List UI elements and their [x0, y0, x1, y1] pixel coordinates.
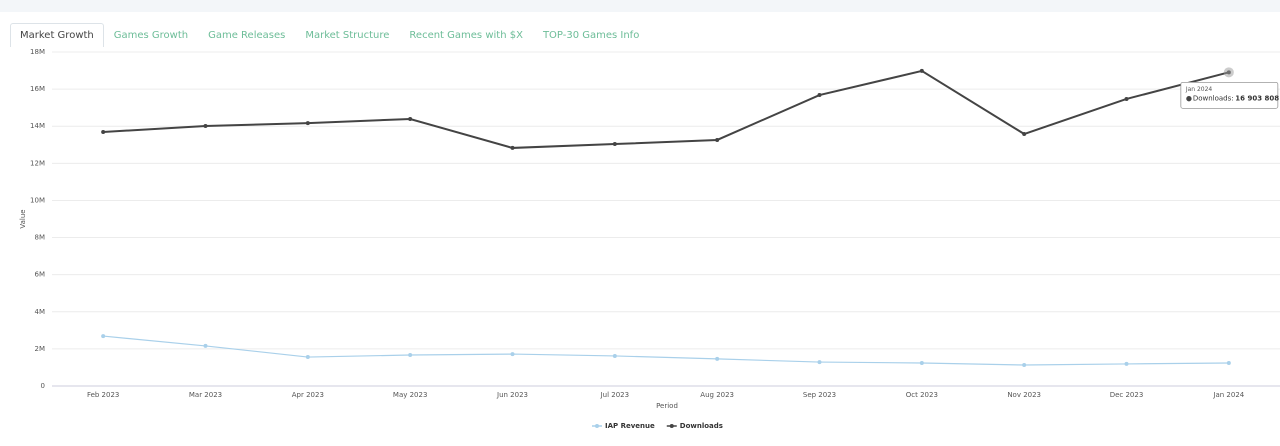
tooltip-bullet: ● — [1186, 94, 1192, 102]
y-tick-label: 10M — [30, 196, 45, 204]
point — [408, 353, 413, 358]
point — [715, 356, 720, 361]
y-tick-label: 16M — [30, 85, 45, 93]
point — [1022, 363, 1027, 368]
tooltip-value: 16 903 808 — [1235, 94, 1279, 102]
tab[interactable]: Market Structure — [305, 30, 390, 41]
point — [101, 129, 106, 134]
point — [919, 68, 924, 73]
tooltip-colon: : — [1231, 94, 1233, 102]
x-tick-label: Dec 2023 — [1110, 391, 1144, 399]
point — [715, 137, 720, 142]
y-tick-label: 18M — [30, 48, 45, 56]
tab[interactable]: TOP-30 Games Info — [542, 30, 640, 41]
x-tick-label: Oct 2023 — [906, 391, 938, 399]
top-bar — [0, 0, 1280, 12]
series-line — [103, 69, 1230, 149]
x-tick-label: Sep 2023 — [803, 391, 836, 399]
point — [305, 121, 310, 126]
hover-halo — [1223, 67, 1234, 78]
legend-item[interactable]: IAP Revenue — [592, 422, 655, 430]
point — [101, 334, 106, 339]
tab[interactable]: Games Growth — [113, 30, 189, 41]
point — [612, 142, 617, 147]
x-tick-label: Feb 2023 — [87, 391, 119, 399]
y-axis-title: Value — [19, 209, 27, 228]
x-tick-label: Nov 2023 — [1007, 391, 1041, 399]
y-tick-label: 0 — [41, 382, 45, 390]
point — [1226, 360, 1231, 365]
point — [919, 360, 924, 365]
x-axis-title: Period — [656, 402, 678, 410]
point — [817, 360, 822, 365]
y-tick-label: 12M — [30, 159, 45, 167]
tooltip-series: Downloads — [1193, 94, 1232, 102]
legend-marker — [595, 424, 599, 428]
x-tick-label: Mar 2023 — [189, 391, 222, 399]
point — [408, 116, 413, 121]
tooltip: Jan 2024● Downloads:16 903 808 — [1180, 81, 1279, 109]
y-tick-label: 6M — [35, 271, 46, 279]
tooltip-date: Jan 2024 — [1185, 86, 1213, 93]
point — [510, 145, 515, 150]
x-tick-label: Aug 2023 — [700, 391, 734, 399]
y-tick-label: 2M — [35, 345, 46, 353]
tab-bar: Market Growth Games Growth Game Releases Ma… — [10, 23, 649, 47]
x-tick-label: Apr 2023 — [292, 391, 324, 399]
x-tick-label: Jul 2023 — [600, 391, 630, 399]
tooltip-box — [1180, 81, 1279, 109]
y-tick-label: 4M — [35, 308, 46, 316]
tab[interactable]: Market Growth — [10, 23, 104, 47]
legend-marker — [669, 424, 674, 428]
point — [1124, 96, 1129, 101]
x-tick-label: Jun 2023 — [496, 391, 528, 399]
legend-item[interactable]: Downloads — [666, 422, 723, 430]
x-tick-label: Jan 2024 — [1212, 391, 1244, 399]
point — [305, 355, 310, 360]
point — [817, 93, 822, 98]
y-tick-label: 14M — [30, 122, 45, 130]
point — [612, 353, 617, 358]
point — [1124, 361, 1129, 366]
point — [1022, 132, 1027, 137]
tab[interactable]: Game Releases — [208, 30, 286, 41]
point — [203, 343, 208, 348]
tab[interactable]: Recent Games with $X — [409, 30, 523, 41]
legend-label: Downloads — [680, 422, 723, 430]
point — [203, 124, 208, 129]
point — [510, 352, 515, 357]
y-tick-label: 8M — [35, 234, 46, 242]
legend-label: IAP Revenue — [605, 422, 655, 430]
series-line — [103, 335, 1229, 366]
x-tick-label: May 2023 — [393, 391, 428, 399]
